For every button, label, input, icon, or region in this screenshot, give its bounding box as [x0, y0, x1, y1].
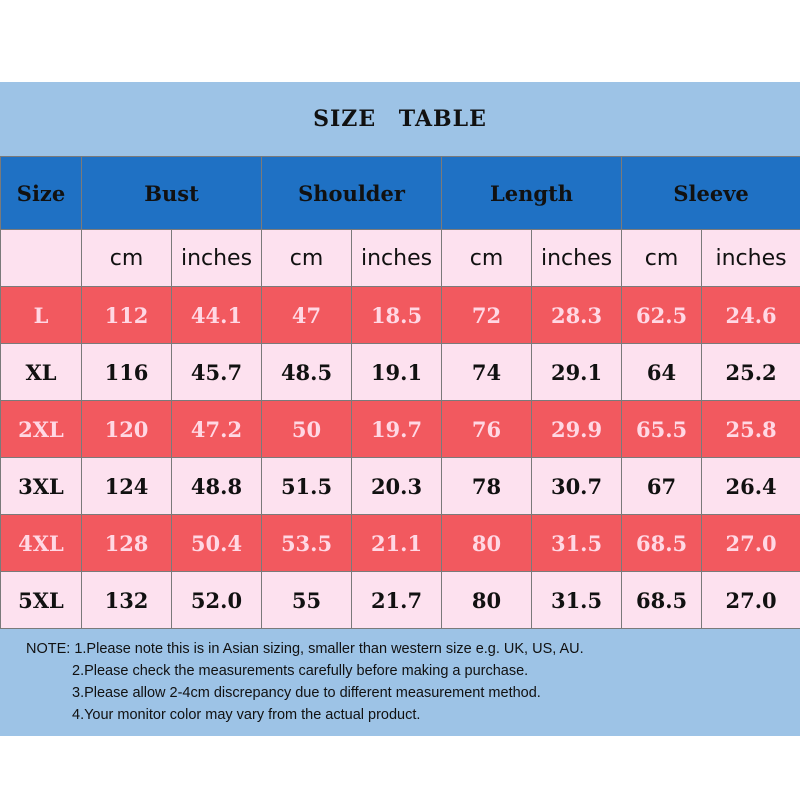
unit-cell	[0, 229, 82, 287]
unit-cell: cm	[81, 229, 172, 287]
value-cell: 74	[441, 343, 533, 401]
unit-row: cm inches cm inches cm inches cm inches	[0, 229, 800, 287]
size-cell: 3XL	[0, 457, 82, 515]
value-cell: 27.0	[701, 514, 800, 572]
size-cell: L	[0, 286, 82, 344]
value-cell: 52.0	[170, 571, 263, 629]
value-cell: 64	[621, 343, 703, 401]
size-table-panel: SIZE TABLE Size Bust Shoulder Length Sle…	[0, 82, 800, 736]
value-cell: 47	[261, 286, 353, 344]
value-cell: 48.5	[261, 343, 353, 401]
table-row: L 112 44.1 47 18.5 72 28.3 62.5 24.6	[0, 286, 800, 344]
value-cell: 72	[441, 286, 533, 344]
value-cell: 19.1	[351, 343, 443, 401]
value-cell: 68.5	[621, 514, 703, 572]
value-cell: 29.1	[531, 343, 623, 401]
value-cell: 120	[81, 400, 172, 458]
size-cell: XL	[0, 343, 82, 401]
value-cell: 112	[81, 286, 172, 344]
value-cell: 80	[441, 514, 533, 572]
value-cell: 20.3	[351, 457, 443, 515]
header-bust: Bust	[80, 156, 263, 230]
table-title: SIZE TABLE	[313, 106, 487, 132]
unit-cell: inches	[351, 229, 443, 287]
value-cell: 21.7	[351, 571, 443, 629]
value-cell: 45.7	[170, 343, 263, 401]
unit-cell: inches	[701, 229, 800, 287]
value-cell: 26.4	[701, 457, 800, 515]
header-sleeve: Sleeve	[621, 156, 800, 230]
header-size: Size	[0, 156, 82, 230]
value-cell: 30.7	[531, 457, 623, 515]
value-cell: 50.4	[170, 514, 263, 572]
table-row: XL 116 45.7 48.5 19.1 74 29.1 64 25.2	[0, 343, 800, 401]
note-line: 3.Please allow 2-4cm discrepancy due to …	[72, 685, 541, 701]
value-cell: 27.0	[701, 571, 800, 629]
value-cell: 132	[81, 571, 172, 629]
value-cell: 50	[261, 400, 353, 458]
unit-cell: inches	[531, 229, 623, 287]
size-table: Size Bust Shoulder Length Sleeve cm inch…	[0, 156, 800, 629]
unit-cell: cm	[621, 229, 703, 287]
value-cell: 62.5	[621, 286, 703, 344]
unit-cell: cm	[441, 229, 533, 287]
value-cell: 78	[441, 457, 533, 515]
value-cell: 25.2	[701, 343, 800, 401]
size-cell: 5XL	[0, 571, 82, 629]
table-row: 3XL 124 48.8 51.5 20.3 78 30.7 67 26.4	[0, 457, 800, 515]
table-row: 4XL 128 50.4 53.5 21.1 80 31.5 68.5 27.0	[0, 514, 800, 572]
value-cell: 18.5	[351, 286, 443, 344]
value-cell: 67	[621, 457, 703, 515]
value-cell: 124	[81, 457, 172, 515]
header-length: Length	[441, 156, 623, 230]
value-cell: 65.5	[621, 400, 703, 458]
value-cell: 53.5	[261, 514, 353, 572]
value-cell: 116	[81, 343, 172, 401]
note-line: 4.Your monitor color may vary from the a…	[72, 707, 421, 723]
value-cell: 76	[441, 400, 533, 458]
table-row: 2XL 120 47.2 50 19.7 76 29.9 65.5 25.8	[0, 400, 800, 458]
value-cell: 51.5	[261, 457, 353, 515]
value-cell: 128	[81, 514, 172, 572]
value-cell: 28.3	[531, 286, 623, 344]
note-line: 2.Please check the measurements carefull…	[72, 663, 529, 679]
value-cell: 47.2	[170, 400, 263, 458]
size-cell: 4XL	[0, 514, 82, 572]
notes-block: NOTE: 1.Please note this is in Asian siz…	[26, 638, 786, 726]
unit-cell: cm	[261, 229, 353, 287]
value-cell: 80	[441, 571, 533, 629]
value-cell: 24.6	[701, 286, 800, 344]
size-cell: 2XL	[0, 400, 82, 458]
value-cell: 21.1	[351, 514, 443, 572]
table-row: 5XL 132 52.0 55 21.7 80 31.5 68.5 27.0	[0, 571, 800, 629]
value-cell: 48.8	[170, 457, 263, 515]
value-cell: 19.7	[351, 400, 443, 458]
note-line: NOTE: 1.Please note this is in Asian siz…	[26, 641, 584, 657]
value-cell: 68.5	[621, 571, 703, 629]
value-cell: 55	[261, 571, 353, 629]
value-cell: 31.5	[531, 514, 623, 572]
unit-cell: inches	[170, 229, 263, 287]
value-cell: 31.5	[531, 571, 623, 629]
value-cell: 25.8	[701, 400, 800, 458]
value-cell: 44.1	[170, 286, 263, 344]
header-row: Size Bust Shoulder Length Sleeve	[0, 156, 800, 230]
value-cell: 29.9	[531, 400, 623, 458]
header-shoulder: Shoulder	[261, 156, 443, 230]
